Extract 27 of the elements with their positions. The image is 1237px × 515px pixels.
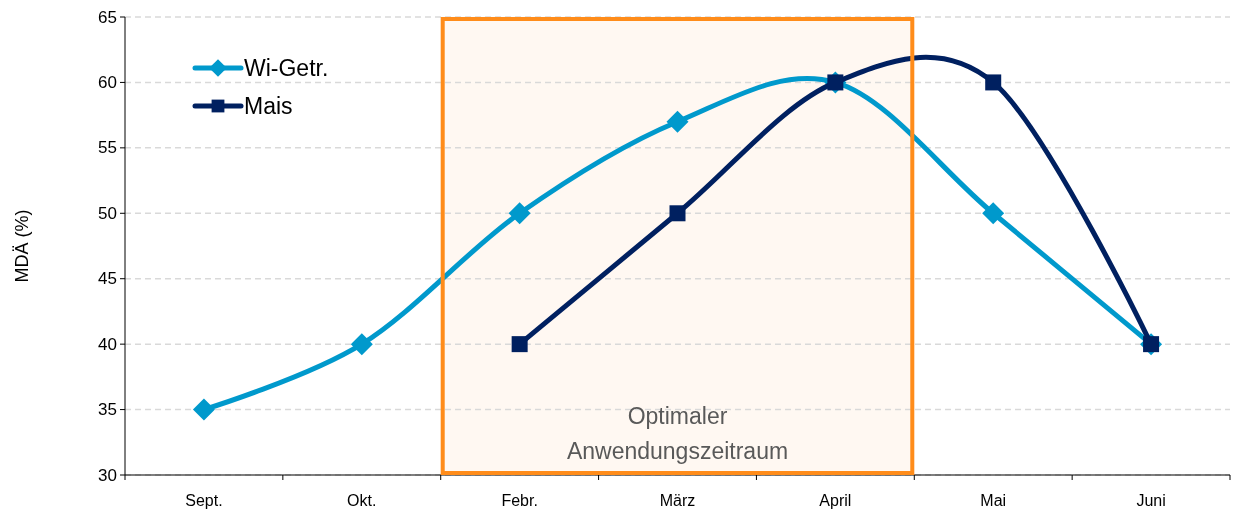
x-tick-label: Febr. xyxy=(501,491,538,509)
point xyxy=(508,202,531,225)
y-tick-label: 65 xyxy=(98,7,117,27)
y-tick-label: 30 xyxy=(98,465,117,485)
y-tick-label: 50 xyxy=(98,203,117,223)
legend-label: Mais xyxy=(244,93,293,119)
point xyxy=(192,398,215,421)
point xyxy=(511,336,528,353)
point xyxy=(669,205,686,222)
point xyxy=(666,110,689,133)
y-tick-label: 45 xyxy=(98,269,117,289)
y-axis-title: MDÄ (%) xyxy=(12,209,32,283)
y-tick-label: 35 xyxy=(98,400,117,420)
y-tick-label: 40 xyxy=(98,334,117,354)
x-tick-label: Juni xyxy=(1136,491,1166,509)
band-label: Optimaler Anwendungszeitraum xyxy=(566,403,789,464)
x-tick-label: April xyxy=(819,491,852,509)
x-tick-label: Sept. xyxy=(185,491,223,509)
point xyxy=(985,74,1002,91)
y-tick-label: 60 xyxy=(98,72,117,92)
y-tick-label: 55 xyxy=(98,138,117,158)
x-tick-label: März xyxy=(659,491,696,509)
x-tick-label: Mai xyxy=(980,491,1007,509)
x-tick-label: Okt. xyxy=(347,491,377,509)
point xyxy=(350,333,373,356)
legend-label: Wi-Getr. xyxy=(244,55,329,81)
point xyxy=(982,202,1005,225)
